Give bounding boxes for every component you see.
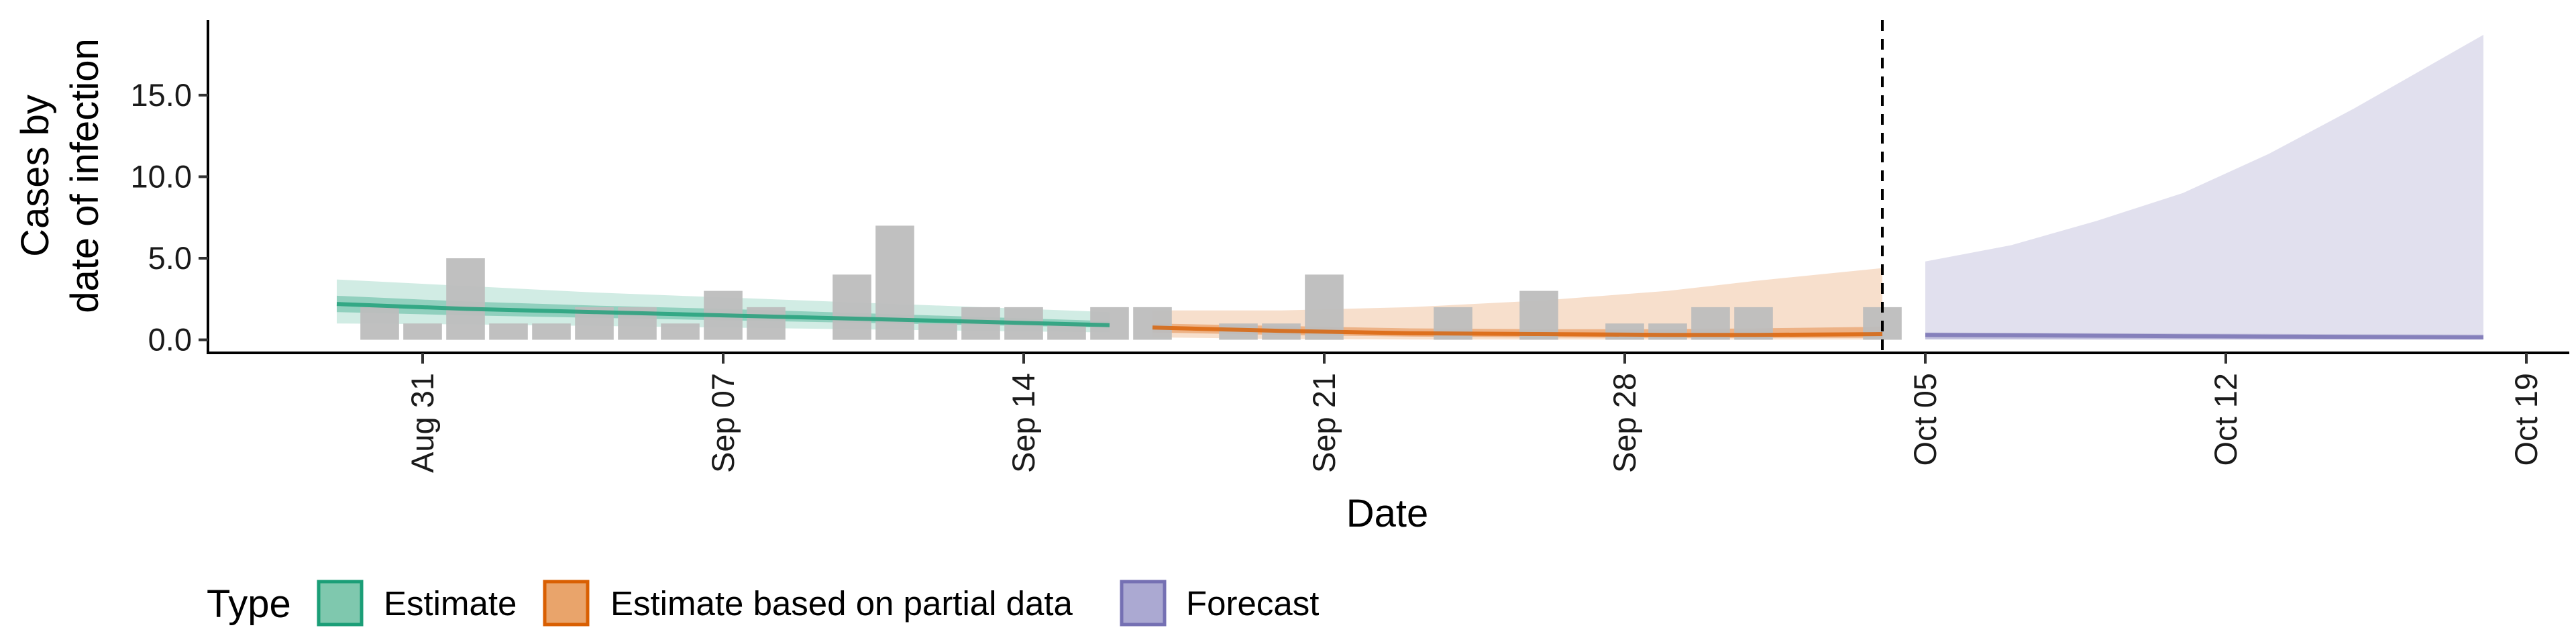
median-line-estimate-based-on-partial-data <box>1152 325 1883 337</box>
y-tick-label: 10.0 <box>131 158 192 194</box>
x-axis-ticks: Aug 31 Sep 07 Sep 14 Sep 21 Sep 28 Oct 05 Oct … <box>405 353 2544 473</box>
legend-key-forecast <box>1120 580 1167 627</box>
x-tick-label: Sep 28 <box>1607 373 1642 473</box>
y-tick-label: 0.0 <box>148 322 192 358</box>
case-bar <box>403 323 442 340</box>
legend: Type Estimate Estimate based on partial … <box>207 580 1319 627</box>
case-bar <box>1519 290 1558 340</box>
median-line-estimate <box>336 302 1110 327</box>
case-bar <box>489 323 528 340</box>
ribbons-layer <box>337 34 2483 340</box>
x-tick-label: Sep 07 <box>705 373 741 473</box>
case-bar <box>747 307 786 340</box>
case-bar <box>446 258 485 340</box>
case-bar <box>1133 307 1172 340</box>
y-tick-label: 5.0 <box>148 240 192 276</box>
x-axis-title: Date <box>1346 492 1429 535</box>
x-tick-label: Sep 21 <box>1306 373 1342 473</box>
x-tick-label: Sep 14 <box>1006 373 1041 473</box>
legend-label-partial: Estimate based on partial data <box>610 584 1073 623</box>
x-tick-label: Oct 19 <box>2508 373 2544 466</box>
case-bar <box>360 307 399 340</box>
median-line-forecast <box>1925 333 2484 339</box>
case-bar <box>661 323 700 340</box>
y-axis-ticks: 0.0 5.0 10.0 15.0 <box>131 77 208 358</box>
legend-key-partial <box>543 580 590 627</box>
y-axis-title-line1: Cases by <box>13 95 57 257</box>
case-bar <box>875 225 914 340</box>
y-tick-label: 15.0 <box>131 77 192 113</box>
plot-area <box>336 20 2484 353</box>
case-bar <box>918 323 957 340</box>
legend-label-forecast: Forecast <box>1186 584 1319 623</box>
case-bar <box>1605 323 1644 340</box>
case-bar <box>833 274 871 340</box>
case-bar <box>1305 274 1344 340</box>
case-bar <box>1648 323 1687 340</box>
median-lines-layer <box>336 302 2484 339</box>
legend-label-estimate: Estimate <box>384 584 517 623</box>
x-tick-label: Oct 05 <box>1907 373 1943 466</box>
y-axis-title-line2: date of infection <box>63 38 107 313</box>
x-tick-label: Aug 31 <box>405 373 440 473</box>
x-tick-label: Oct 12 <box>2208 373 2243 466</box>
legend-key-estimate <box>317 580 364 627</box>
case-bar <box>532 323 571 340</box>
legend-title: Type <box>207 582 291 626</box>
ribbon-90-forecast <box>1925 34 2483 340</box>
